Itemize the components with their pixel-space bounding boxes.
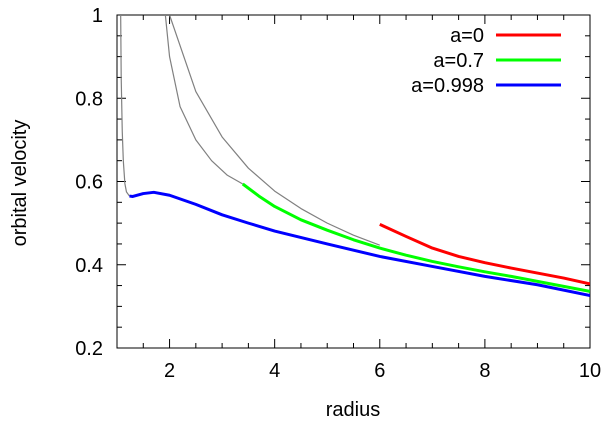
y-tick-label: 0.6	[75, 172, 103, 194]
y-tick-label: 1	[92, 5, 103, 27]
y-tick-label: 0.2	[75, 338, 103, 360]
x-tick-label: 8	[479, 360, 490, 382]
series-group	[120, 15, 590, 298]
x-tick-label: 2	[164, 360, 175, 382]
plot-area: 2 4 6 8 10 0.2 0.4 0.6 0.8 1 a=0 a=0.7 a=0.998	[75, 5, 601, 382]
plot-frame	[116, 14, 591, 349]
legend-label: a=0.7	[433, 50, 484, 72]
x-tick-label: 6	[374, 360, 385, 382]
x-axis-label: radius	[326, 399, 380, 421]
legend-label: a=0	[450, 25, 484, 47]
x-tick-label: 10	[579, 360, 601, 382]
series-thin-line	[164, 15, 244, 185]
series-line	[241, 182, 590, 293]
x-tick-label: 4	[269, 360, 280, 382]
y-tick-label: 0.8	[75, 88, 103, 110]
y-tick-label: 0.4	[75, 255, 103, 277]
series-thin-line	[120, 15, 130, 197]
series-thin-line	[168, 15, 380, 246]
series-line	[129, 190, 590, 298]
legend-label: a=0.998	[411, 75, 484, 97]
y-axis-label: orbital velocity	[9, 120, 31, 247]
series-line	[379, 223, 590, 286]
